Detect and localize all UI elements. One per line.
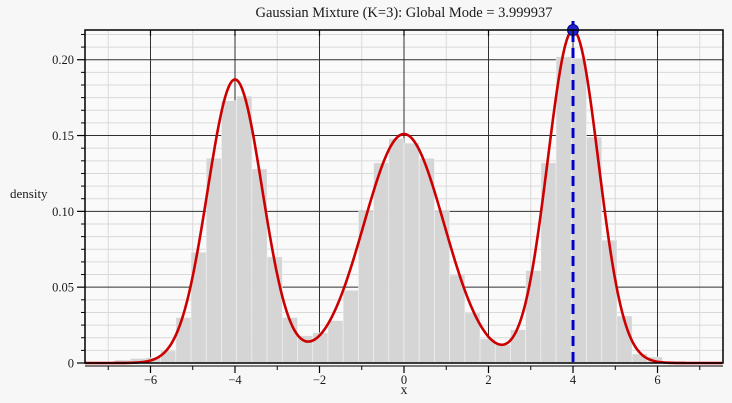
histogram-bar [327,320,344,364]
y-tick-label: 0.20 [52,53,74,67]
histogram-bar [221,100,238,364]
x-tick-label: −2 [313,373,326,387]
histogram-bar [175,317,192,364]
histogram-bar [525,270,542,364]
y-axis-label: density [10,186,48,201]
histogram-bar [281,317,298,364]
x-tick-label: 6 [654,373,660,387]
histogram-bar [266,256,283,364]
x-tick-label: 0 [401,373,407,387]
x-tick-label: −6 [144,373,157,387]
histogram-bar [510,329,527,364]
y-tick-label: 0.10 [52,205,74,219]
y-tick-label: 0.15 [52,129,74,143]
y-tick-label: 0 [68,357,74,371]
histogram-bar [312,332,329,364]
histogram-bar [342,289,359,364]
histogram-bar [418,157,435,364]
histogram-bar [494,344,511,364]
histogram-bar [236,95,253,364]
x-axis-label: x [400,382,408,397]
density-curve [85,28,723,365]
y-tick-label: 0.05 [52,281,74,295]
histogram-bar [555,56,572,364]
x-tick-label: 2 [485,373,491,387]
chart-title: Gaussian Mixture (K=3): Global Mode = 3.… [255,5,553,21]
histogram-bar [388,138,405,364]
x-tick-label: −4 [228,373,242,387]
histogram-bar [373,162,390,364]
histogram-bar [601,239,618,364]
histogram-bar [403,142,420,364]
histogram-bar [449,274,466,364]
x-tick-label: 4 [570,373,577,387]
